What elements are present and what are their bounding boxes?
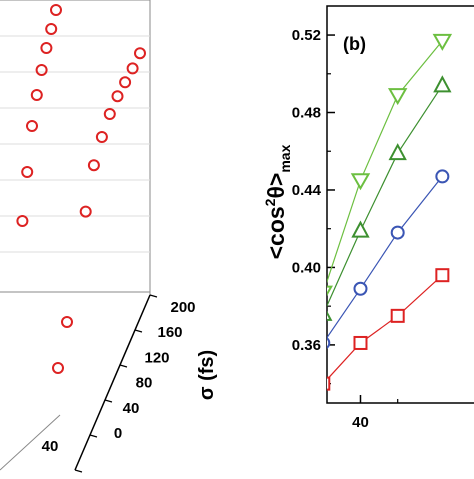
ylabel-sub: max xyxy=(277,144,293,172)
ylabel-sup: 2 xyxy=(262,198,278,206)
series-point-triangle-up xyxy=(351,220,370,238)
panel-b-frame xyxy=(326,5,474,404)
series-point-triangle-down xyxy=(432,33,453,51)
scatter-point-back-sigma-180 xyxy=(45,23,58,35)
series-point-triangle-down xyxy=(350,173,371,191)
y-tick-label: 0.40 xyxy=(292,259,321,276)
series-point-triangle-down xyxy=(327,285,334,297)
series-line-square xyxy=(327,274,443,381)
floor-edge xyxy=(0,291,151,295)
sigma-tick-label: 200 xyxy=(170,299,195,316)
panel-b-y-ticks: 0.36 0.40 0.44 0.48 0.52 xyxy=(292,27,335,385)
series-line-circle xyxy=(327,176,443,339)
series-point-triangle-down xyxy=(387,88,408,106)
y-tick-label: 0.52 xyxy=(292,27,321,44)
x-axis-tick-label-a: 40 xyxy=(42,438,59,455)
scatter-point-back-sigma-80 xyxy=(21,166,34,178)
sigma-tick-label: 80 xyxy=(136,375,153,392)
sigma-tick-label: 40 xyxy=(123,400,140,417)
scatter-point-front-sigma-160 xyxy=(119,76,132,89)
y-tick-label: 0.36 xyxy=(292,337,321,354)
series-point-circle xyxy=(327,337,331,349)
scatter-point-back-sigma-140 xyxy=(35,64,48,76)
series-point-circle xyxy=(353,281,368,296)
scatter-point-front-sigma-40 xyxy=(61,316,73,328)
scatter-point-front-sigma-180 xyxy=(126,62,139,75)
floor-front-edge xyxy=(0,414,61,471)
sigma-tick-label: 0 xyxy=(114,425,122,442)
sigma-axis-line xyxy=(74,294,151,471)
series-point-square xyxy=(327,376,331,391)
sigma-axis-title: σ (fs) xyxy=(196,350,218,400)
sigma-tick-mark xyxy=(89,434,98,438)
scatter-point-front-sigma-100 xyxy=(95,131,108,143)
panel-a-points xyxy=(16,4,146,374)
series-point-circle xyxy=(435,169,450,184)
series-point-square xyxy=(435,268,450,283)
series-point-circle xyxy=(390,225,405,240)
back-wall-frame xyxy=(0,0,151,292)
sigma-tick-mark xyxy=(149,294,158,298)
panel-b-x-ticks: 40 xyxy=(352,395,399,431)
scatter-point-front-sigma-60 xyxy=(79,205,92,218)
sigma-tick-mark xyxy=(134,329,143,333)
panel-b-y-axis-title: <cos2θ>max xyxy=(262,144,293,259)
panel-b-label: (b) xyxy=(343,34,366,54)
scatter-point-front-sigma-20 xyxy=(52,362,64,374)
scatter-point-front-sigma-200 xyxy=(134,47,146,60)
scatter-point-back-sigma-160 xyxy=(40,42,53,54)
ylabel-end: θ> xyxy=(263,173,289,199)
sigma-tick-label: 120 xyxy=(144,349,169,366)
y-tick-label: 0.44 xyxy=(292,182,322,199)
series-point-triangle-up xyxy=(433,75,452,93)
series-point-square xyxy=(353,335,368,350)
sigma-tick-mark xyxy=(119,364,128,368)
x-tick-label: 40 xyxy=(352,414,369,431)
scatter-point-front-sigma-80 xyxy=(87,159,100,172)
scatter-point-back-sigma-60 xyxy=(16,215,29,227)
sigma-tick-mark xyxy=(74,469,83,473)
sigma-tick-label: 160 xyxy=(157,324,182,341)
scatter-point-back-sigma-120 xyxy=(30,89,43,101)
series-point-square xyxy=(390,308,405,323)
scatter-point-front-sigma-120 xyxy=(103,108,116,120)
scatter-point-back-sigma-200 xyxy=(50,4,62,16)
series-point-triangle-up xyxy=(388,143,407,161)
scatter-point-back-sigma-100 xyxy=(26,120,38,132)
panel-b-line-chart: (b) 0.36 0.40 0.44 0.48 0.52 40 <cos2θ>max xyxy=(262,5,474,431)
sigma-tick-mark xyxy=(104,399,113,403)
scatter-point-front-sigma-140 xyxy=(111,90,124,103)
sigma-axis-ticks: 040 80 120 160 200 xyxy=(74,294,196,473)
ylabel-main: <cos xyxy=(263,206,289,259)
series-point-triangle-up xyxy=(327,310,333,321)
series-line-triangle-up xyxy=(327,85,443,308)
series-line-triangle-down xyxy=(327,40,443,284)
y-tick-label: 0.48 xyxy=(292,105,321,122)
panel-b-series xyxy=(327,33,453,391)
